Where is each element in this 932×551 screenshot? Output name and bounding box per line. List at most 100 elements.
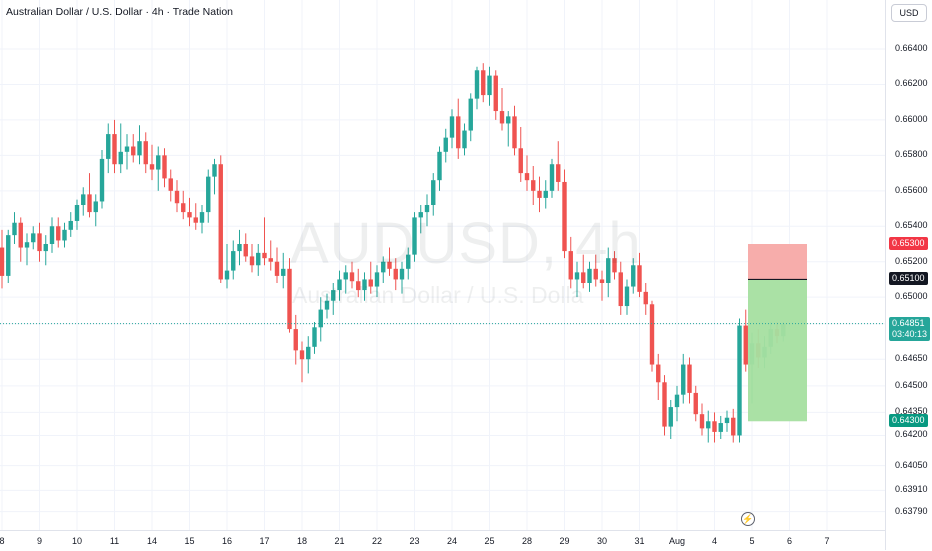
candle-body (206, 176, 211, 213)
candle-body (649, 304, 655, 365)
candle-body (512, 116, 517, 149)
candle-body (337, 279, 342, 291)
time-tick-label: 23 (409, 536, 420, 546)
candle-body (306, 346, 311, 360)
candle-body (399, 268, 405, 280)
candle-body (662, 382, 667, 427)
price-axis[interactable]: USD 0.66400 0.66200 0.66000 0.65800 0.65600 0… (885, 0, 932, 550)
candle-body (437, 151, 442, 181)
time-tick-label: 18 (296, 536, 308, 546)
time-tick-label: 28 (521, 536, 533, 546)
candle-body (224, 270, 230, 280)
candle-body (387, 261, 392, 269)
candle-body (568, 251, 573, 280)
candle-body (587, 268, 592, 283)
price-tick-label: 0.63910 (895, 484, 928, 495)
candle-body (718, 423, 723, 432)
lightning-icon[interactable]: ⚡ (741, 512, 755, 526)
candle-body (299, 350, 305, 360)
time-tick-label: 30 (596, 536, 608, 546)
candle-body (468, 98, 473, 131)
candle-body (699, 414, 705, 429)
candle-body (187, 212, 192, 218)
candle-body (99, 158, 105, 202)
candle-body (181, 203, 186, 213)
candle-body (406, 254, 411, 269)
candle-body (262, 252, 267, 259)
candle-body (737, 325, 742, 436)
entry-price-badge: 0.65100 (889, 272, 928, 286)
candle-body (668, 407, 673, 427)
candle-body (131, 146, 136, 156)
candle-body (499, 111, 505, 124)
candle-body (287, 268, 292, 330)
candle-body (706, 421, 711, 429)
candle-body (543, 190, 548, 198)
chart-title: Australian Dollar / U.S. Dollar · 4h · T… (6, 6, 234, 18)
candle-body (456, 116, 461, 149)
candle-body (631, 265, 636, 287)
candle-body (118, 151, 123, 165)
time-tick-label: 4 (711, 536, 718, 546)
candle-body (12, 222, 17, 236)
target-price-badge: 0.64300 (889, 414, 928, 428)
candle-body (612, 258, 617, 273)
time-tick-label: 5 (749, 536, 755, 546)
candle-body (681, 364, 686, 395)
time-axis[interactable]: 8 9 10 11 14 15 16 17 18 21 22 23 24 25 28 29 30 31 Aug 4 5 6… (0, 530, 885, 551)
candle-body (237, 244, 242, 252)
candle-body (481, 70, 486, 96)
price-tick-label: 0.66000 (895, 113, 928, 124)
candle-body (231, 251, 236, 271)
candle-body (556, 164, 561, 182)
candle-body (193, 217, 198, 223)
candle-body (743, 325, 748, 365)
candle-body (37, 233, 42, 252)
candle-body (518, 148, 523, 174)
candle-body (606, 258, 611, 283)
candle-body (356, 281, 361, 291)
price-tick-label: 0.66200 (895, 78, 928, 89)
candle-body (562, 181, 567, 252)
candle-body (656, 364, 661, 383)
price-tick-label: 0.64350 (895, 406, 928, 417)
candle-body (256, 252, 261, 266)
candle-body (599, 279, 605, 283)
price-tick-label: 0.64500 (895, 379, 928, 390)
candle-body (506, 116, 511, 124)
candle-body (81, 194, 86, 205)
candle-body (462, 130, 467, 149)
candle-body (24, 242, 30, 248)
candle-body (381, 261, 386, 273)
candle-body (493, 75, 498, 112)
time-tick-label: 22 (371, 536, 383, 546)
price-tick-label: 0.65400 (895, 220, 928, 231)
time-tick-label: 21 (334, 536, 345, 546)
candle-body (474, 70, 480, 99)
price-tick-label: 0.64650 (895, 353, 928, 364)
candle-body (531, 180, 536, 191)
candle-body (68, 220, 73, 230)
candle-body (724, 417, 730, 424)
candle-body (156, 155, 161, 170)
candle-body (43, 244, 48, 252)
time-tick-label: 29 (559, 536, 570, 546)
candle-body (674, 394, 680, 408)
current-price-label: 0.64851 (892, 317, 925, 328)
time-tick-label: 16 (221, 536, 233, 546)
candle-body (6, 235, 11, 276)
candle-body (312, 327, 317, 347)
currency-button[interactable]: USD (891, 4, 927, 22)
candle-body (143, 141, 148, 165)
time-tick-label: 25 (484, 536, 495, 546)
candlestick-chart[interactable] (0, 0, 885, 530)
candle-body (112, 134, 117, 165)
candle-body (687, 364, 692, 393)
symbol-name-watermark: Australian Dollar / U.S. Dolla (292, 282, 584, 308)
time-tick-label: 7 (824, 536, 830, 546)
candle-body (712, 421, 717, 432)
symbol-watermark: AUDUSD, 4h (290, 211, 642, 276)
chart-pane[interactable]: Australian Dollar / U.S. Dollar · 4h · T… (0, 0, 885, 530)
candle-body (574, 272, 580, 280)
candle-body (149, 164, 155, 170)
